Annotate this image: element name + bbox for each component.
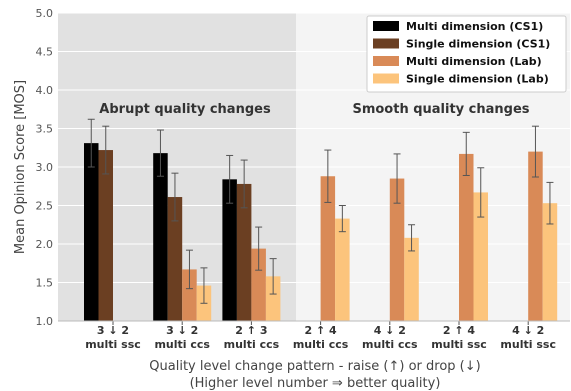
bar [473,192,488,321]
y-tick-label: 2.0 [36,238,54,251]
x-tick-label: 4 ↓ 2 [512,324,544,337]
x-tick-label: 3 ↓ 2 [97,324,129,337]
x-tick-label: multi ssc [500,338,556,351]
legend-swatch [373,56,399,66]
x-tick-label: multi ssc [85,338,141,351]
legend-box [366,15,567,93]
bar [320,176,336,321]
x-tick-label: 2 ↑ 3 [235,324,267,337]
bar [459,153,474,321]
x-tick-label: 2 ↑ 4 [305,324,338,337]
x-axis-label-line2: (Higher level number ⇒ better quality) [190,376,441,391]
y-tick-label: 2.5 [36,200,54,213]
bar [222,179,237,321]
x-tick-label: multi ccs [293,338,349,351]
y-axis-label: Mean Opinion Score [MOS] [13,80,28,254]
legend-label: Multi dimension (Lab) [406,55,542,68]
x-tick-label: 4 ↓ 2 [374,324,406,337]
bar [98,150,113,321]
bar [389,178,405,321]
x-tick-label: multi ccs [154,338,210,351]
bar [236,183,252,321]
legend-label: Multi dimension (CS1) [406,20,543,33]
y-tick-label: 1.0 [36,315,54,328]
annotation-smooth: Smooth quality changes [352,102,529,117]
bar [251,248,266,321]
bar [404,237,419,321]
x-tick-label: multi ccs [224,338,280,351]
bar [153,153,168,321]
y-tick-label: 4.0 [36,84,54,97]
bar [528,151,543,321]
error-bar-layer [87,118,554,304]
legend-label: Single dimension (Lab) [406,73,549,86]
legend-swatch [373,21,399,31]
y-tick-label: 1.5 [36,277,54,290]
bar [335,218,350,321]
x-tick-label: multi ccs [362,338,418,351]
bar [167,197,183,321]
x-tick-label: 2 ↑ 4 [443,324,476,337]
x-tick-label: 3 ↓ 2 [166,324,198,337]
legend-label: Single dimension (CS1) [406,38,550,51]
bar [542,203,558,321]
annotation-abrupt: Abrupt quality changes [99,102,271,117]
x-axis-label-line1: Quality level change pattern - raise (↑)… [149,359,480,374]
legend-swatch [373,73,399,84]
bar [84,143,99,321]
legend: Multi dimension (CS1) Single dimension (C… [366,15,567,93]
y-tick-label: 5.0 [36,7,54,20]
legend-swatch [373,38,399,49]
bar-layer [84,143,558,321]
x-tick-label: multi ssc [431,338,487,351]
bar [182,269,197,321]
y-tick-label: 3.0 [36,161,54,174]
y-tick-label: 3.5 [36,123,54,136]
bar [265,276,281,321]
y-tick-label: 4.5 [36,46,54,59]
